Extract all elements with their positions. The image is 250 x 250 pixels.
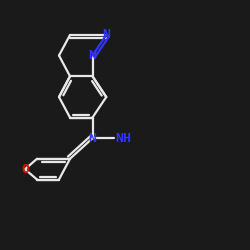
Text: N: N xyxy=(88,132,96,145)
Text: N: N xyxy=(88,49,96,62)
Text: O: O xyxy=(21,163,29,176)
Text: NH: NH xyxy=(115,132,131,145)
Text: N: N xyxy=(102,28,110,42)
